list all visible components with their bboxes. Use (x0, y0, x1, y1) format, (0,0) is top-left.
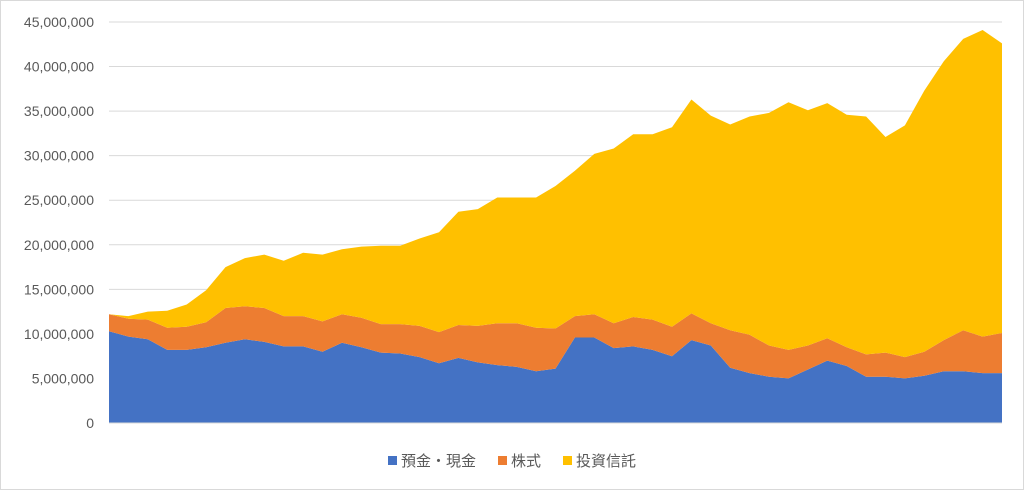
y-tick-label: 25,000,000 (24, 192, 94, 208)
y-tick-label: 30,000,000 (24, 148, 94, 164)
legend-label-stocks: 株式 (510, 452, 541, 470)
legend-item-funds[interactable]: 投資信託 (563, 450, 636, 471)
plot-area (109, 30, 1002, 424)
y-tick-label: 10,000,000 (24, 326, 94, 342)
legend-label-deposits: 預金・現金 (400, 452, 476, 470)
y-tick-label: 20,000,000 (24, 237, 94, 253)
funds-area[interactable] (109, 30, 1002, 358)
legend: 預金・現金 株式 投資信託 (0, 448, 1024, 472)
legend-label-funds: 投資信託 (576, 452, 637, 470)
legend-swatch-deposits (387, 455, 397, 465)
y-tick-label: 5,000,000 (32, 370, 94, 386)
y-tick-label: 35,000,000 (24, 103, 94, 119)
legend-item-deposits[interactable]: 預金・現金 (387, 450, 476, 471)
y-axis-labels: 0 5,000,000 10,000,000 15,000,000 20,000,000… (24, 14, 94, 431)
legend-swatch-stocks (497, 455, 507, 465)
y-tick-label: 45,000,000 (24, 14, 94, 30)
legend-swatch-funds (563, 455, 572, 465)
deposits-area[interactable] (109, 331, 1002, 423)
y-tick-label: 15,000,000 (24, 281, 94, 297)
y-tick-label: 0 (86, 415, 94, 431)
legend-item-stocks[interactable]: 株式 (497, 450, 541, 471)
y-tick-label: 40,000,000 (24, 59, 94, 75)
stocks-area[interactable] (109, 306, 1002, 379)
